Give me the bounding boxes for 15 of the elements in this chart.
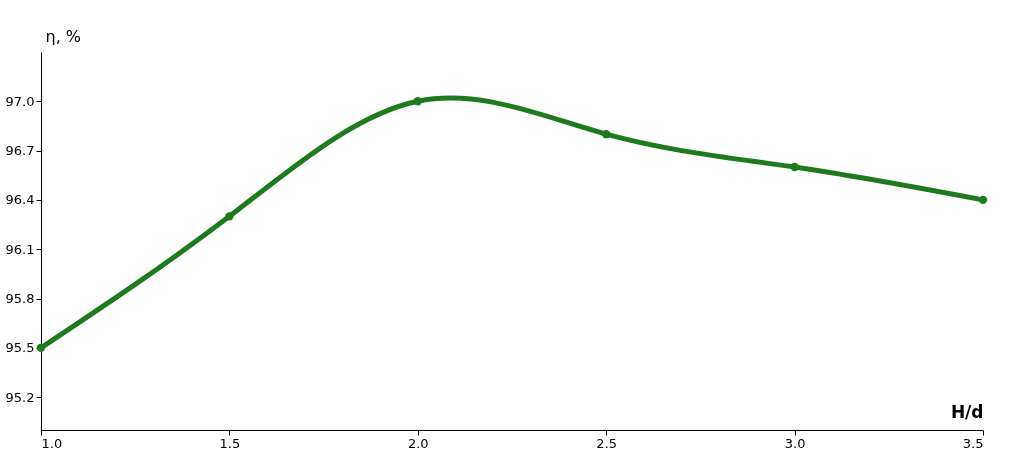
y-tick-label: 95.5: [5, 340, 35, 356]
x-tick-label: 1.5: [219, 435, 241, 451]
y-tick-label: 96.7: [5, 143, 35, 159]
x-tick-label: 3.5: [962, 435, 984, 451]
x-tick-label: 3.0: [784, 435, 806, 451]
y-tick-label: 96.1: [5, 241, 35, 257]
y-axis-title: η, %: [45, 26, 82, 46]
x-tick-label: 1.0: [41, 435, 63, 451]
x-tick-label: 2.5: [596, 435, 618, 451]
y-tick-label: 95.8: [5, 291, 35, 307]
x-tick-label: 2.0: [407, 435, 429, 451]
x-axis-title: H/d: [950, 401, 984, 422]
y-tick-label: 96.4: [5, 192, 35, 208]
y-tick-label: 95.2: [5, 389, 35, 405]
y-tick-label: 97.0: [5, 93, 35, 109]
